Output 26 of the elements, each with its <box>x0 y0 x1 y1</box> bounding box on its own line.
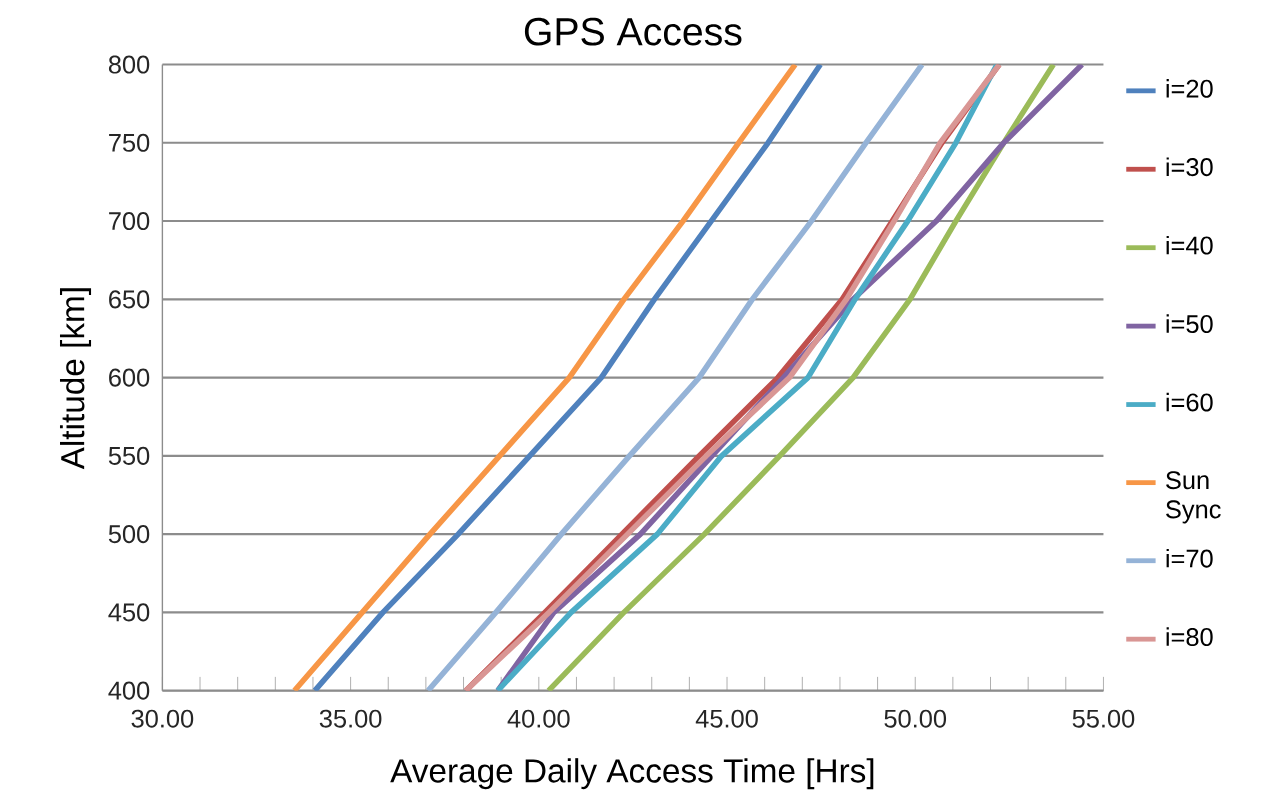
y-axis-title: Altitude [km] <box>59 288 92 470</box>
y-tick-label: 750 <box>109 133 150 152</box>
y-tick-label: 650 <box>109 290 150 309</box>
y-tick-label: 400 <box>108 681 150 700</box>
legend-label: i=30 <box>1166 157 1213 177</box>
y-tick-label: 550 <box>108 446 150 465</box>
y-tick-label: 500 <box>108 525 150 544</box>
x-tick-label: 30.00 <box>131 709 194 728</box>
x-tick-label: 40.00 <box>507 709 570 728</box>
y-tick-label: 450 <box>108 603 150 622</box>
legend-label: i=40 <box>1166 235 1213 255</box>
x-tick-label: 55.00 <box>1072 709 1135 728</box>
x-tick-label: 50.00 <box>884 709 947 728</box>
legend-label: Sun Sync <box>1166 471 1221 524</box>
y-tick-label: 600 <box>109 368 150 387</box>
legend-label: i=70 <box>1166 548 1213 568</box>
y-tick-label: 700 <box>109 212 150 231</box>
legend-label: i=60 <box>1166 392 1213 412</box>
chart-title: GPS Access <box>524 17 742 46</box>
legend-label: i=50 <box>1166 314 1213 334</box>
x-tick-label: 45.00 <box>695 709 758 728</box>
x-tick-label: 35.00 <box>319 709 382 728</box>
legend-label: i=20 <box>1166 79 1213 98</box>
y-tick-label: 800 <box>108 55 150 74</box>
x-axis-title: Average Daily Access Time [Hrs] <box>390 758 874 790</box>
legend-label: i=80 <box>1166 627 1213 647</box>
